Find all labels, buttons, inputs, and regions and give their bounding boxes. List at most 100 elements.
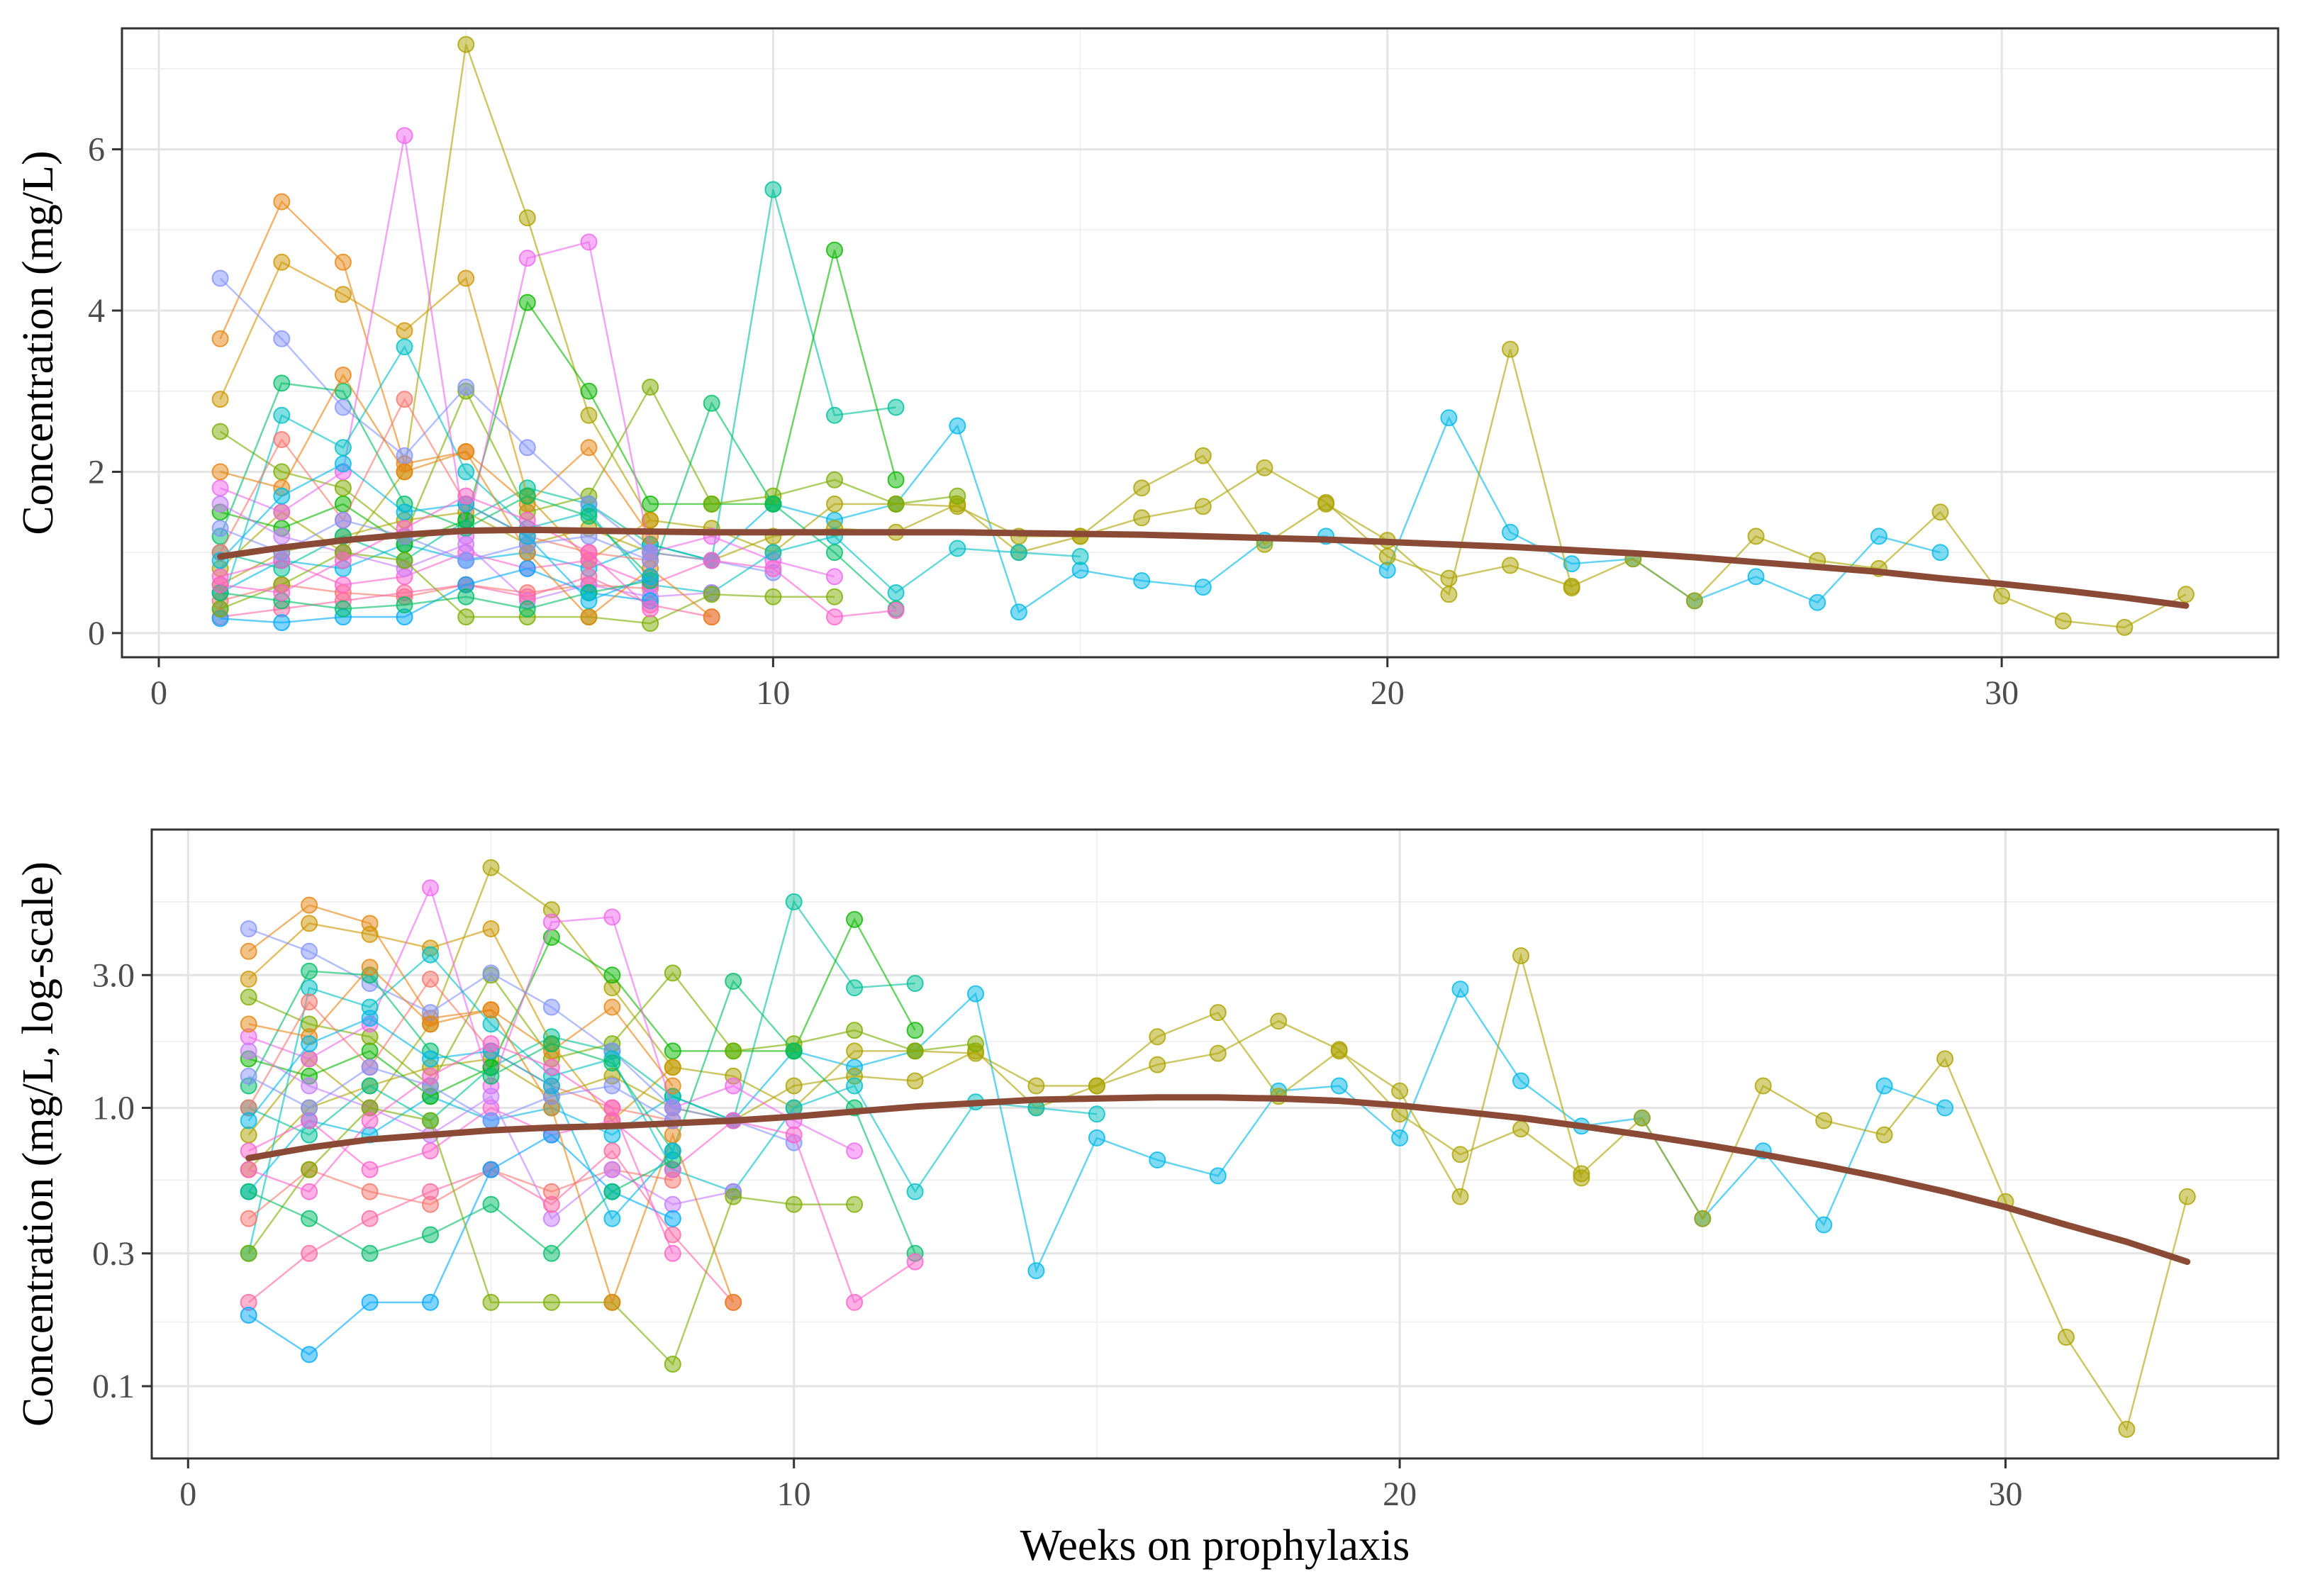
data-point <box>725 1188 742 1205</box>
data-point <box>518 294 536 311</box>
data-point <box>334 552 352 569</box>
series-line <box>219 462 651 602</box>
data-point <box>361 1210 379 1227</box>
data-point <box>703 495 720 513</box>
data-point <box>603 1210 621 1227</box>
data-point <box>1330 1077 1348 1095</box>
y-tick-label: 4 <box>88 292 105 330</box>
data-point <box>1936 1099 1954 1117</box>
data-point <box>1440 586 1458 603</box>
data-point <box>642 615 659 632</box>
data-point <box>240 1244 257 1262</box>
data-point <box>211 576 229 593</box>
x-tick-label: 0 <box>150 674 167 712</box>
data-point <box>273 614 291 632</box>
x-tick-label: 20 <box>1383 1475 1417 1513</box>
panel-log: 0 10 20 30 0.1 0.3 1.0 3.0 Concentration (mg/L,… <box>14 828 2280 1570</box>
data-point <box>301 1035 318 1053</box>
plot-background <box>152 830 2278 1458</box>
data-point <box>240 942 257 960</box>
data-point <box>906 1183 924 1200</box>
data-point <box>1133 509 1151 527</box>
data-point <box>396 596 413 614</box>
data-point <box>2177 586 2194 603</box>
plot-background <box>122 28 2278 657</box>
data-point <box>1391 1129 1409 1146</box>
data-point <box>482 920 500 937</box>
data-point <box>785 1126 803 1144</box>
data-point <box>240 1306 257 1324</box>
data-point <box>703 586 720 603</box>
data-point <box>334 253 352 271</box>
data-point <box>1563 577 1580 595</box>
data-point <box>301 1161 318 1178</box>
data-point <box>211 423 229 440</box>
data-point <box>301 1126 318 1144</box>
data-point <box>518 487 536 505</box>
data-point <box>301 1346 318 1363</box>
data-point <box>580 592 598 610</box>
data-point <box>1747 568 1765 586</box>
data-point <box>580 608 598 626</box>
data-point <box>725 1042 742 1060</box>
data-point <box>457 487 475 505</box>
x-axis-label: Weeks on prophylaxis <box>1020 1522 1410 1570</box>
data-point <box>273 528 291 545</box>
data-point <box>764 588 782 606</box>
data-point <box>396 338 413 356</box>
data-point <box>1936 1050 1954 1068</box>
data-point <box>1815 1112 1833 1129</box>
data-point <box>1330 1041 1348 1059</box>
data-point <box>1694 1210 1712 1227</box>
data-point <box>273 193 291 211</box>
data-point <box>1502 557 1519 574</box>
data-point <box>642 511 659 529</box>
data-point <box>542 1244 560 1262</box>
data-point <box>273 487 291 505</box>
data-point <box>580 544 598 562</box>
data-point <box>725 973 742 990</box>
data-point <box>361 1077 379 1095</box>
y-tick-label: 0.3 <box>92 1235 135 1273</box>
data-point <box>240 1183 257 1200</box>
data-point <box>422 971 439 988</box>
data-point <box>1149 1028 1166 1046</box>
series-P18 <box>240 1099 864 1373</box>
data-point <box>1133 572 1151 589</box>
data-point <box>457 443 475 460</box>
data-point <box>1875 1077 1893 1095</box>
trend-layer <box>245 1094 2191 1266</box>
series-line <box>220 551 896 618</box>
data-point <box>422 1142 439 1160</box>
x-tick-label: 20 <box>1371 674 1405 712</box>
data-point <box>482 964 500 982</box>
data-point <box>1512 947 1529 964</box>
data-point <box>1010 603 1027 621</box>
data-point <box>664 1356 681 1373</box>
data-point <box>273 253 291 271</box>
data-point <box>422 1112 439 1129</box>
x-tick-label: 10 <box>777 1475 811 1513</box>
data-point <box>846 1142 864 1160</box>
data-point <box>361 1010 379 1027</box>
data-point <box>826 588 843 606</box>
data-point <box>725 1077 742 1095</box>
data-point <box>603 1054 621 1072</box>
series-line <box>247 970 916 1254</box>
series-line <box>220 584 651 602</box>
data-point <box>273 374 291 392</box>
data-point <box>482 1067 500 1085</box>
data-point <box>211 463 229 481</box>
data-point <box>518 439 536 457</box>
data-point <box>1209 1167 1227 1185</box>
series-line <box>248 1066 674 1122</box>
data-point <box>725 1293 742 1311</box>
data-point <box>967 985 984 1003</box>
data-point <box>457 269 475 287</box>
data-point <box>1815 1216 1833 1234</box>
series-line <box>219 397 651 562</box>
data-point <box>361 1183 379 1200</box>
data-point <box>642 552 659 569</box>
y-tick-label: 3.0 <box>92 956 135 994</box>
data-point <box>580 439 598 457</box>
